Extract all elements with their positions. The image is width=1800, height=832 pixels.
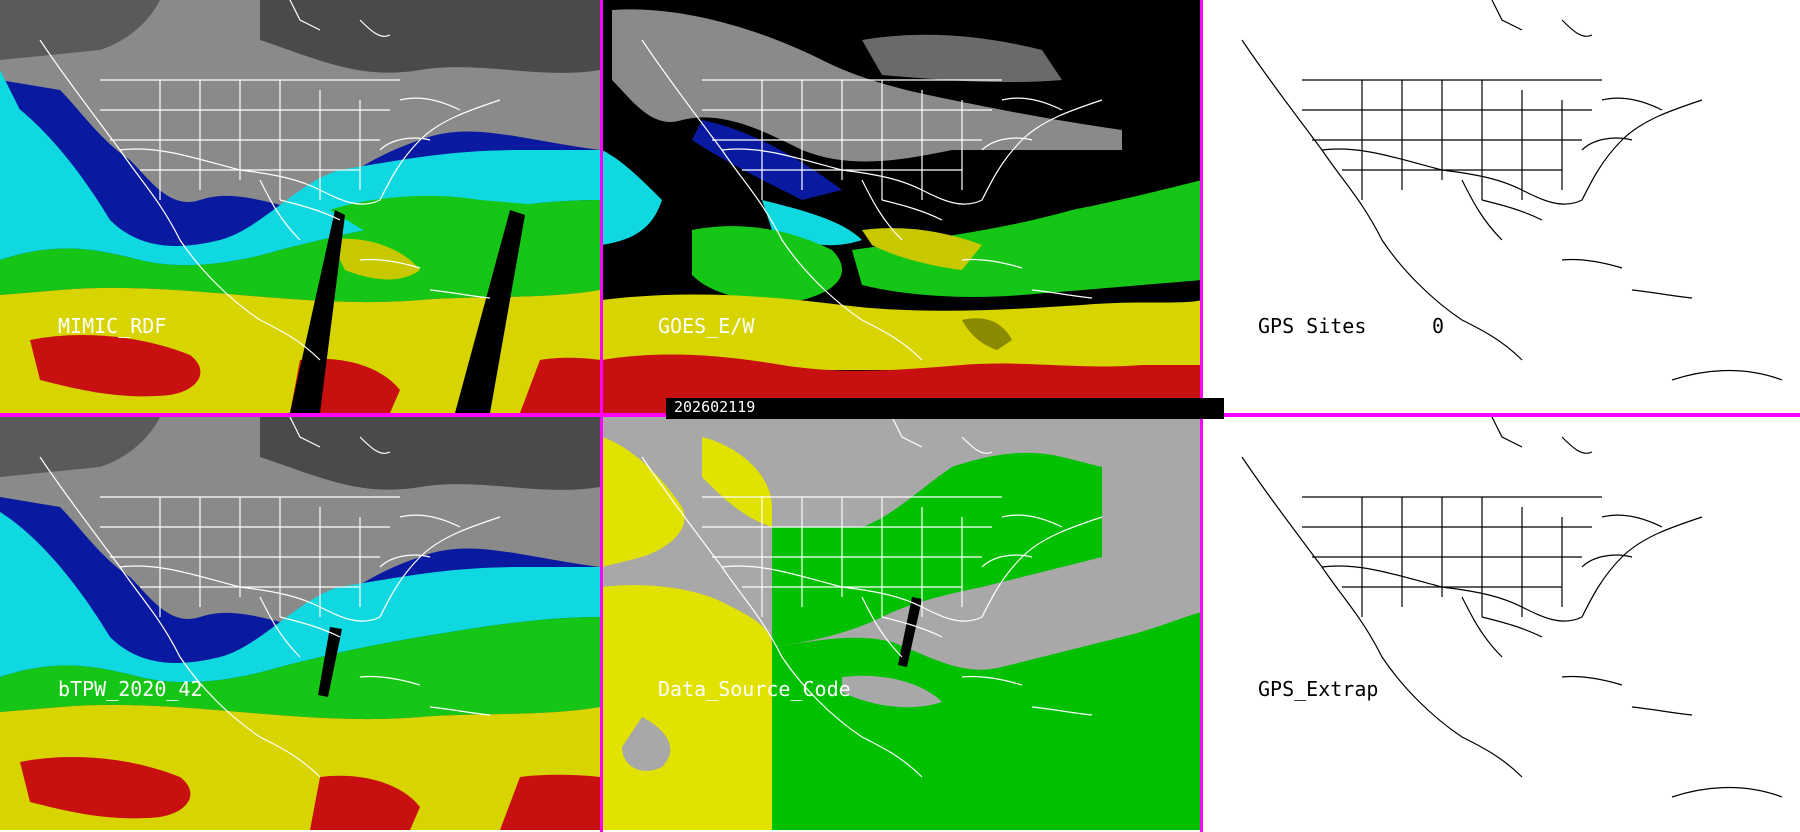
timestamp-bar: 202602119 [666,398,1224,419]
panel-label: Data_Source_Code [658,677,851,701]
panel-label: GPS_Extrap [1258,677,1379,701]
panel-label: GPS Sites [1258,314,1367,338]
data-source-code-panel: Data_Source_Code [602,417,1202,830]
goes-ew-panel: GOES_E/W [602,0,1202,413]
panel-label: MIMIC_RDF [58,314,167,338]
btpw-map [0,417,600,830]
mimic-rdf-panel: MIMIC_RDF [0,0,600,413]
gps-sites-map [1202,0,1800,413]
btpw-panel: bTPW_2020_42 [0,417,600,830]
gps-sites-panel: GPS Sites 0 [1202,0,1800,413]
gps-site-count: 0 [1432,314,1445,338]
gps-extrap-map [1202,417,1800,830]
panel-label: GOES_E/W [658,314,755,338]
data-source-code-map [602,417,1202,830]
gps-extrap-panel: GPS_Extrap [1202,417,1800,830]
goes-ew-map [602,0,1202,413]
panel-label: bTPW_2020_42 [58,677,203,701]
timestamp: 202602119 [674,398,756,416]
mimic-rdf-map [0,0,600,413]
